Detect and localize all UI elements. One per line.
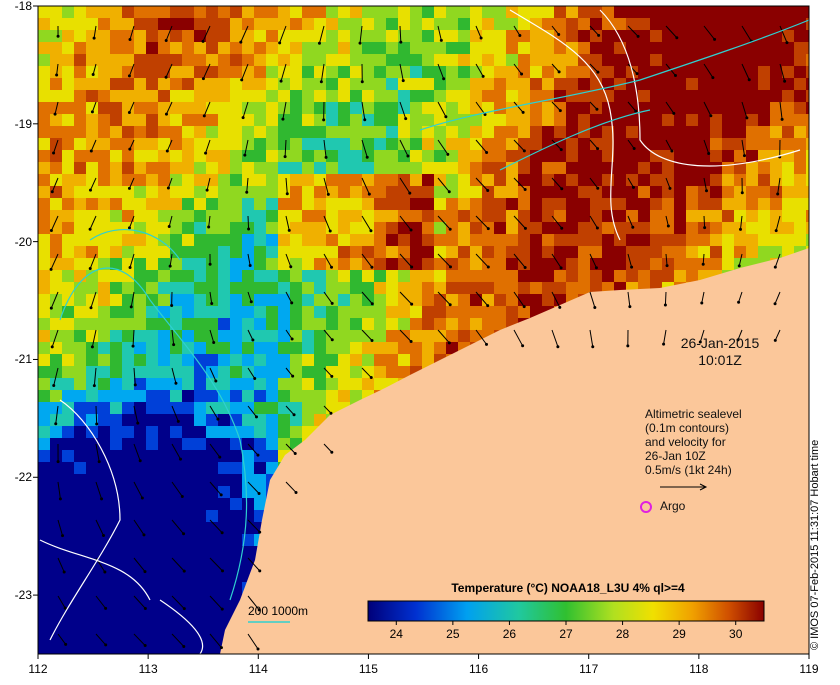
colorbar-tick-label: 28 <box>608 627 638 641</box>
timestamp-time: 10:01Z <box>660 352 780 369</box>
colorbar <box>368 601 764 621</box>
colorbar-tick-label: 25 <box>438 627 468 641</box>
x-tick-label: 115 <box>353 662 383 676</box>
altimetry-legend-line: Altimetric sealevel <box>645 407 742 421</box>
argo-label: Argo <box>660 499 685 513</box>
colorbar-tick-label: 29 <box>664 627 694 641</box>
altimetry-legend-line: (0.1m contours) <box>645 421 742 435</box>
colorbar-title: Temperature (°C) NOAA18_L3U 4% ql>=4 <box>368 581 768 595</box>
altimetry-legend: Altimetric sealevel (0.1m contours) and … <box>645 407 742 477</box>
y-tick-label: -19 <box>2 117 32 131</box>
credit-text: © IMOS 07-Feb-2015 11:31:07 Hobart time <box>809 440 821 650</box>
colorbar-tick-label: 26 <box>494 627 524 641</box>
y-axis-ticks <box>33 6 38 595</box>
y-tick-label: -22 <box>2 470 32 484</box>
altimetry-legend-line: 26-Jan 10Z <box>645 449 742 463</box>
x-tick-label: 113 <box>133 662 163 676</box>
colorbar-tick-label: 30 <box>721 627 751 641</box>
y-tick-label: -21 <box>2 352 32 366</box>
altimetry-legend-line: 0.5m/s (1kt 24h) <box>645 463 742 477</box>
colorbar-tick-label: 24 <box>381 627 411 641</box>
y-tick-label: -20 <box>2 235 32 249</box>
bathymetry-scale-label: 200 1000m <box>248 604 308 618</box>
y-tick-label: -23 <box>2 588 32 602</box>
timestamp-date: 26-Jan-2015 <box>660 335 780 352</box>
x-tick-label: 119 <box>794 662 824 676</box>
x-tick-label: 117 <box>574 662 604 676</box>
colorbar-tick-label: 27 <box>551 627 581 641</box>
altimetry-legend-line: and velocity for <box>645 435 742 449</box>
x-tick-label: 112 <box>23 662 53 676</box>
x-axis-ticks <box>38 654 809 659</box>
x-tick-label: 114 <box>243 662 273 676</box>
x-tick-label: 116 <box>464 662 494 676</box>
x-tick-label: 118 <box>684 662 714 676</box>
image-timestamp: 26-Jan-2015 10:01Z <box>660 335 780 369</box>
y-tick-label: -18 <box>2 0 32 13</box>
